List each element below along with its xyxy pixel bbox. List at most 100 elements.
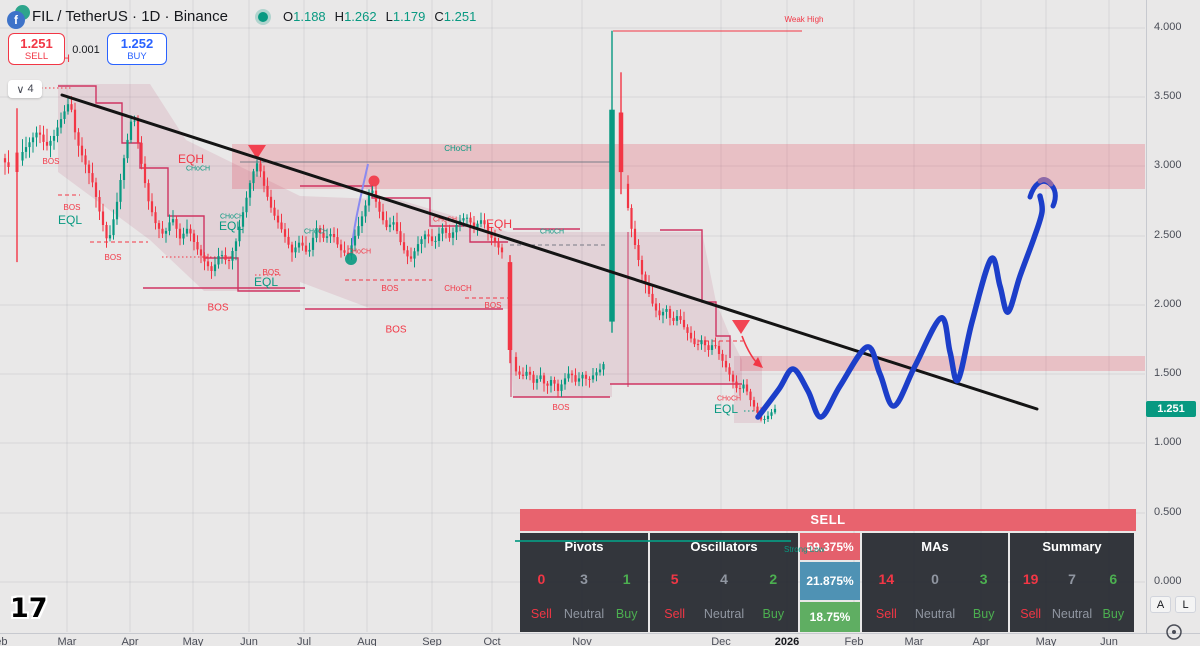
ta-section-summary: Summary 19 7 6 Sell Neutral Buy <box>1010 533 1134 632</box>
ta-signal-banner: SELL <box>520 509 1136 531</box>
candle-body <box>469 217 472 223</box>
ta-value: 3 <box>580 571 588 587</box>
candle-body <box>535 379 539 383</box>
candle-body <box>252 171 255 184</box>
candle-body <box>178 228 182 239</box>
candle-body <box>231 251 234 261</box>
sell-button[interactable]: 1.251 SELL <box>8 33 65 65</box>
x-axis-tick: May <box>182 636 204 646</box>
strong-low-line <box>515 540 791 542</box>
candle-body <box>609 109 615 322</box>
candle-body <box>448 233 451 238</box>
candle-body <box>105 225 108 239</box>
candle-body <box>112 219 115 236</box>
candle-body <box>322 233 325 238</box>
candle-body <box>360 216 364 227</box>
strong-low-label: Strong Low <box>784 545 825 554</box>
candle-body <box>539 375 542 380</box>
candle-body <box>563 378 567 385</box>
supply-demand-band <box>740 356 1145 371</box>
x-axis-tick: Dec <box>711 636 731 646</box>
ta-percent-column: 59.375% 21.875% 18.75% <box>800 533 860 632</box>
candle-body <box>161 228 164 234</box>
chart-label-bos: BOS <box>64 203 81 212</box>
pullback-arrowhead <box>753 357 763 368</box>
ohlc-key: L <box>385 9 393 24</box>
candle-body <box>644 274 647 285</box>
ohlc-item: H1.262 <box>335 9 377 24</box>
candle-body <box>430 236 434 242</box>
sell-label: SELL <box>24 51 49 62</box>
candle-body <box>700 340 703 345</box>
candle-body <box>549 380 553 386</box>
x-axis-tick: Feb <box>844 636 864 646</box>
symbol-title[interactable]: FIL / TetherUS · 1D · Binance <box>32 8 228 25</box>
candle-body <box>248 183 252 198</box>
x-axis-tick: May <box>1035 636 1057 646</box>
time-axis[interactable]: Feb Mar Apr May Jun Jul Aug Sep Oct Nov Dec 2026 Feb… <box>0 633 1200 646</box>
candle-body <box>724 360 728 368</box>
candle-body <box>255 163 259 172</box>
candle-body <box>584 374 588 379</box>
candle-body <box>696 344 700 346</box>
candle-body <box>752 400 756 407</box>
candle-body <box>136 120 140 143</box>
candle-body <box>143 163 147 184</box>
bearish-marker-triangle-icon <box>732 320 750 334</box>
candle-body <box>521 374 525 376</box>
ta-signal-label: Neutral <box>914 607 956 621</box>
chart-label-eqh: EQH <box>178 152 204 166</box>
ohlc-value: 1.188 <box>293 9 326 24</box>
ohlc-key: O <box>283 9 294 24</box>
candle-body <box>280 222 283 230</box>
candle-body <box>472 222 476 228</box>
buy-label: BUY <box>127 51 147 62</box>
candle-body <box>140 142 143 164</box>
candle-body <box>147 183 150 202</box>
price-tag-icon[interactable] <box>1164 622 1184 642</box>
ta-section-title: Pivots <box>564 539 604 554</box>
structure-dot-icon <box>368 175 380 187</box>
buy-button[interactable]: 1.252 BUY <box>107 33 167 65</box>
ta-percent-cell: 21.875% <box>800 562 860 600</box>
candle-body <box>245 197 248 213</box>
chart-label-bos: BOS <box>263 268 280 277</box>
candle-body <box>115 201 119 220</box>
log-scale-button[interactable]: L <box>1175 596 1196 613</box>
candle-body <box>528 371 532 375</box>
ta-signal-label: Sell <box>875 607 897 621</box>
tradingview-logo[interactable]: 17 <box>10 593 48 624</box>
chart-label-choch: CHoCH <box>444 284 472 293</box>
ta-values-row: 19 7 6 <box>1010 560 1134 598</box>
auto-scale-button[interactable]: A <box>1150 596 1171 613</box>
ta-sections: Pivots 0 3 1 Sell Neutral Buy Oscillators 5 4 2 Sel… <box>520 533 1136 632</box>
candle-body <box>203 255 206 262</box>
candle-body <box>731 374 735 382</box>
candle-body <box>493 237 497 243</box>
candle-body <box>385 220 388 228</box>
candle-body <box>455 225 458 233</box>
candle-body <box>546 383 549 386</box>
candle-body <box>224 255 227 260</box>
chart-label-bos: BOS <box>105 253 122 262</box>
candle-body <box>420 239 423 244</box>
ohlc-key: C <box>434 9 444 24</box>
supply-demand-band <box>232 144 1145 189</box>
candle-body <box>63 111 66 119</box>
candle-body <box>735 381 738 389</box>
candle-body <box>227 260 231 261</box>
spread-value: 0.001 <box>72 44 100 56</box>
price-axis[interactable]: 4.000 3.500 3.000 2.500 2.000 1.500 1.000 0.500… <box>1146 0 1200 633</box>
candle-body <box>553 380 556 384</box>
chart-label-bos: BOS <box>382 284 399 293</box>
candle-body <box>392 222 395 225</box>
candle-body <box>626 183 630 208</box>
candle-body <box>462 218 465 221</box>
candle-body <box>371 190 374 193</box>
object-tree-collapse-chip[interactable]: ∨ 4 <box>8 80 42 98</box>
candle-body <box>721 353 724 361</box>
candle-body <box>556 383 560 391</box>
series-status-dot-icon <box>258 12 268 22</box>
candle-body <box>59 119 63 128</box>
